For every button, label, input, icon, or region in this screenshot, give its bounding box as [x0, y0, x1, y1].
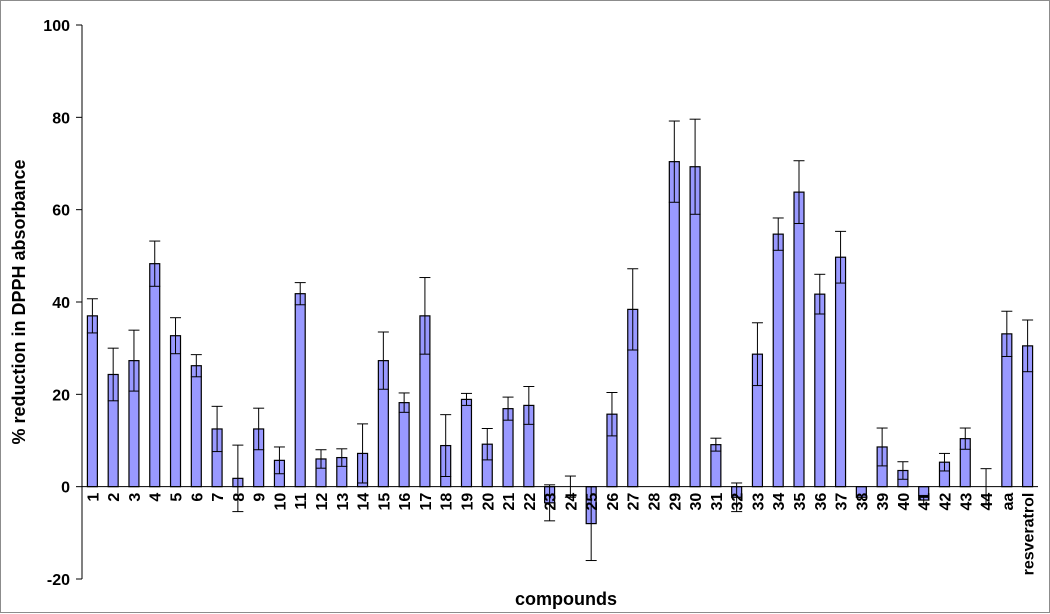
x-tick-label-44: 44 [979, 493, 996, 511]
x-tick-label-33: 33 [750, 493, 767, 511]
x-tick-label-19: 19 [459, 493, 476, 511]
x-tick-label-7: 7 [210, 493, 227, 502]
x-tick-label-26: 26 [605, 493, 622, 511]
x-tick-label-40: 40 [896, 493, 913, 511]
x-tick-label-9: 9 [252, 493, 269, 502]
bar-35 [793, 191, 805, 488]
bar-11 [294, 293, 306, 488]
y-axis-title: % reduction in DPPH absorbance [9, 159, 29, 444]
bar-5 [169, 335, 182, 488]
y-tick-label: 40 [52, 295, 70, 312]
y-tick-label: 60 [52, 203, 70, 220]
x-tick-label-34: 34 [771, 493, 788, 511]
x-axis-tick-labels: 1 2 3 4 5 6 7 8 9 10 11 12 13 14 15 16 17 18 19 20 21 22 23 24 2… [85, 493, 1037, 576]
x-tick-label-29: 29 [667, 493, 684, 511]
x-tick-label-13: 13 [335, 493, 352, 511]
y-tick-label: -20 [47, 572, 70, 589]
x-tick-label-42: 42 [937, 493, 954, 511]
bar-4 [149, 263, 161, 488]
x-tick-label-36: 36 [813, 493, 830, 511]
bar-16 [398, 402, 410, 488]
x-tick-label-3: 3 [127, 493, 144, 502]
x-tick-label-1: 1 [85, 493, 102, 502]
x-tick-label-14: 14 [356, 493, 373, 511]
bars-group [86, 161, 1034, 525]
x-tick-label-5: 5 [169, 493, 186, 502]
x-tick-label-11: 11 [293, 493, 310, 510]
y-tick-label: 80 [52, 110, 70, 127]
y-tick-label: 0 [61, 480, 70, 497]
x-tick-label-10: 10 [272, 493, 289, 511]
bar-37 [834, 256, 847, 488]
x-tick-label-43: 43 [958, 493, 975, 511]
x-tick-label-17: 17 [418, 493, 435, 511]
x-tick-label-37: 37 [834, 493, 851, 511]
x-tick-label-32: 32 [730, 493, 747, 511]
x-tick-label-28: 28 [647, 493, 664, 511]
x-tick-label-27: 27 [626, 493, 643, 511]
x-tick-label-2: 2 [106, 493, 123, 502]
x-tick-label-23: 23 [543, 493, 560, 511]
x-tick-label-aa: aa [1000, 493, 1017, 511]
x-tick-label-18: 18 [439, 493, 456, 511]
x-tick-label-resveratrol: resveratrol [1021, 493, 1038, 576]
x-tick-label-15: 15 [376, 493, 393, 511]
x-tick-label-24: 24 [563, 493, 580, 511]
x-tick-label-21: 21 [501, 493, 518, 511]
bar-36 [814, 293, 826, 488]
bar-29 [668, 161, 680, 488]
x-tick-label-31: 31 [709, 493, 726, 511]
x-tick-label-39: 39 [875, 493, 892, 511]
y-tick-label: 100 [43, 18, 70, 35]
x-tick-label-38: 38 [854, 493, 871, 511]
x-tick-label-16: 16 [397, 493, 414, 511]
x-axis-title: compounds [515, 589, 617, 609]
x-tick-label-35: 35 [792, 493, 809, 511]
x-tick-label-25: 25 [584, 493, 601, 511]
error-bars-group [86, 118, 1034, 562]
x-tick-label-30: 30 [688, 493, 705, 511]
x-tick-label-41: 41 [917, 493, 934, 511]
x-tick-label-22: 22 [522, 493, 539, 511]
bar-19 [460, 398, 473, 488]
x-tick-label-12: 12 [314, 493, 331, 511]
y-tick-label: 20 [52, 387, 70, 404]
x-tick-label-4: 4 [148, 493, 165, 502]
x-tick-label-6: 6 [189, 493, 206, 502]
x-tick-label-8: 8 [231, 493, 248, 502]
bar-1 [86, 315, 98, 488]
bar-6 [190, 365, 202, 488]
x-tick-label-20: 20 [480, 493, 497, 511]
bar-34 [772, 233, 784, 488]
y-axis-ticks: -20 0 20 40 60 80 100 [43, 18, 82, 589]
